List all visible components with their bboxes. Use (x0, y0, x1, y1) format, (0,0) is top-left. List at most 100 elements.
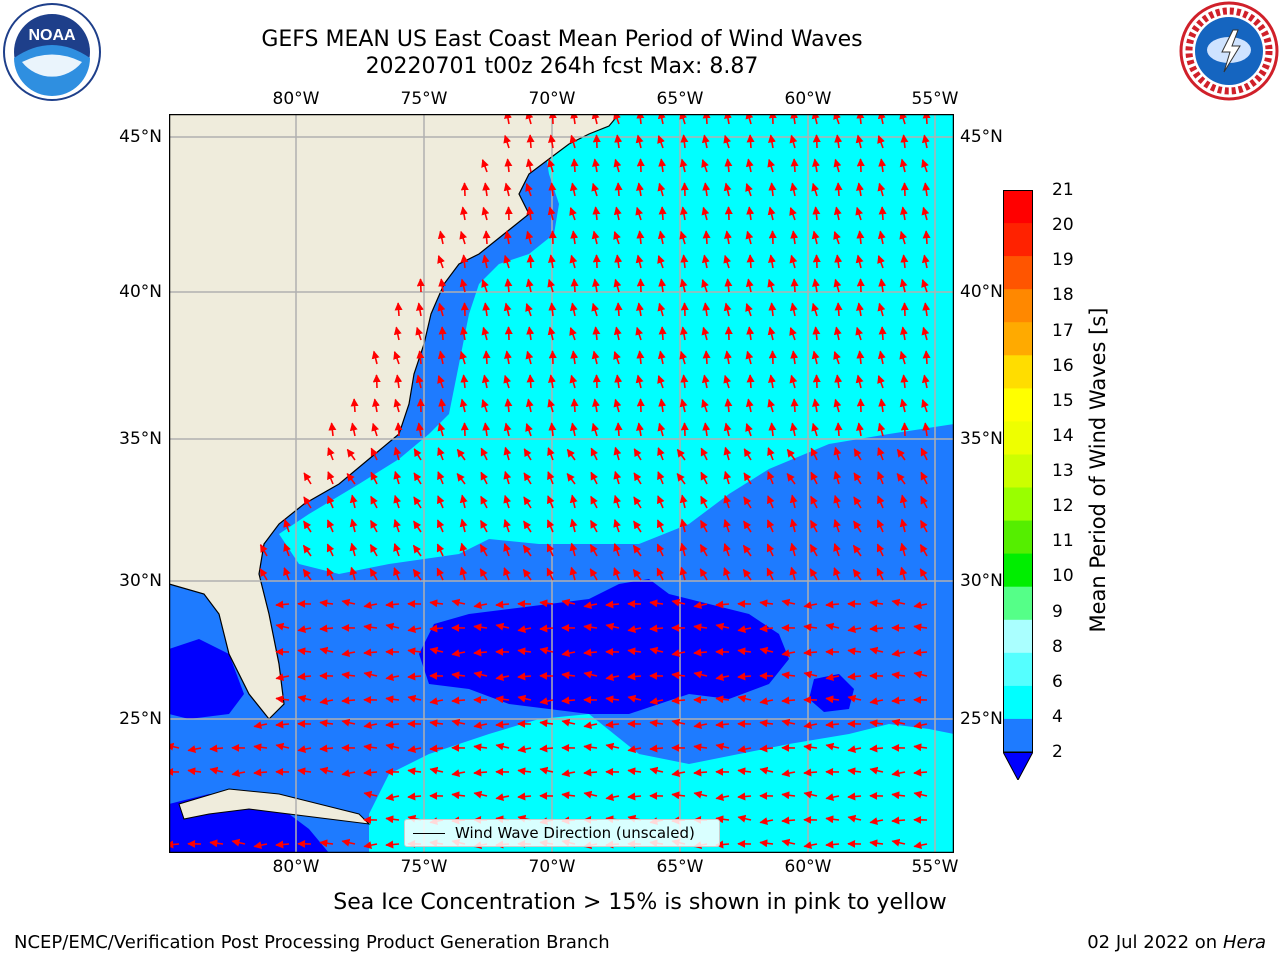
wind-arrow (891, 598, 906, 607)
wind-arrow (768, 182, 777, 197)
wind-arrow (680, 422, 689, 437)
wind-arrow (701, 254, 710, 269)
wind-arrow (370, 495, 378, 509)
wind-arrow (480, 447, 489, 461)
wind-arrow (548, 134, 556, 149)
wind-arrow (561, 791, 576, 800)
wind-arrow (700, 471, 708, 485)
wind-arrow (460, 326, 468, 341)
wind-arrow (657, 135, 665, 149)
wind-arrow (407, 745, 422, 754)
wind-arrow (891, 769, 906, 778)
wind-arrow (473, 623, 488, 632)
wind-arrow (437, 302, 446, 317)
wind-arrow (341, 696, 356, 705)
colorbar-tick-label: 4 (1052, 706, 1063, 727)
colorbar-bin (1003, 487, 1033, 522)
wind-arrow (632, 568, 642, 581)
wind-arrow (900, 326, 908, 341)
wind-arrow (789, 374, 798, 389)
wind-arrow (503, 134, 512, 149)
wind-arrow (759, 599, 774, 608)
wind-arrow (789, 518, 798, 533)
wind-arrow (459, 278, 468, 293)
wind-arrow (790, 278, 799, 293)
wind-arrow (525, 114, 534, 125)
wind-arrow (702, 182, 711, 197)
wind-arrow (746, 206, 755, 221)
wind-arrow (548, 230, 557, 245)
wind-arrow (737, 694, 752, 703)
wind-arrow (613, 351, 621, 365)
wind-arrow (473, 790, 488, 799)
lon-tick-label-bottom: 60°W (784, 857, 832, 877)
wind-arrow (767, 471, 775, 485)
wind-arrow (429, 744, 444, 753)
wind-arrow (723, 446, 732, 461)
colorbar-tick-label: 21 (1052, 180, 1074, 200)
wind-arrow (456, 472, 466, 485)
wind-arrow (922, 350, 931, 365)
wind-arrow (481, 399, 489, 413)
wind-arrow (900, 302, 909, 317)
legend-line-icon (413, 832, 445, 834)
colorbar-tick-label: 17 (1052, 320, 1074, 341)
wind-arrow (768, 230, 777, 245)
wind-arrow (789, 422, 798, 437)
wind-arrow (891, 816, 906, 825)
wind-arrow (853, 472, 862, 485)
wind-arrow (658, 326, 667, 341)
map-canvas (169, 114, 954, 853)
wind-arrow (495, 742, 510, 751)
wind-arrow (715, 600, 730, 609)
wind-arrow (781, 718, 796, 727)
wind-arrow (878, 278, 887, 293)
wind-arrow (789, 182, 798, 197)
wind-arrow (416, 278, 425, 293)
wind-arrow (790, 230, 799, 245)
wind-arrow (656, 519, 665, 533)
wind-arrow (811, 302, 820, 317)
wind-arrow (473, 743, 488, 752)
colorbar-tick-label: 9 (1052, 601, 1063, 622)
wind-arrow (297, 745, 312, 754)
wind-arrow (723, 254, 732, 269)
wind-arrow (569, 542, 578, 557)
wind-arrow (869, 646, 884, 655)
wind-arrow (569, 207, 577, 221)
wind-arrow (745, 158, 754, 173)
wind-arrow (561, 718, 576, 727)
wind-arrow (877, 495, 885, 509)
wind-arrow (327, 447, 335, 461)
wind-arrow (547, 398, 556, 413)
wind-arrow (636, 182, 644, 197)
wind-arrow (526, 326, 535, 341)
wind-arrow (724, 350, 732, 365)
wind-arrow (591, 230, 600, 245)
wind-arrow (627, 672, 642, 681)
wind-arrow (789, 327, 797, 341)
wind-arrow (825, 840, 840, 849)
wind-arrow (413, 448, 422, 461)
wind-arrow (522, 544, 532, 557)
colorbar-bin (1003, 190, 1033, 224)
wind-arrow (657, 495, 665, 509)
wind-arrow (856, 114, 865, 125)
wind-arrow (767, 326, 776, 341)
wind-arrow (768, 350, 777, 365)
wind-arrow (561, 649, 576, 658)
lat-tick-label-right: 35°N (960, 429, 1003, 449)
wind-arrow (385, 600, 400, 609)
wind-arrow (833, 158, 842, 173)
wind-arrow (723, 494, 732, 509)
wind-arrow (878, 158, 887, 173)
wind-arrow (724, 114, 732, 125)
wind-arrow (649, 766, 664, 775)
wind-arrow (495, 720, 510, 729)
wind-arrow (781, 791, 796, 800)
wind-arrow (503, 518, 511, 533)
wind-arrow (627, 694, 642, 703)
wind-arrow (700, 447, 709, 461)
wind-arrow (913, 623, 928, 632)
wind-arrow (833, 278, 842, 293)
